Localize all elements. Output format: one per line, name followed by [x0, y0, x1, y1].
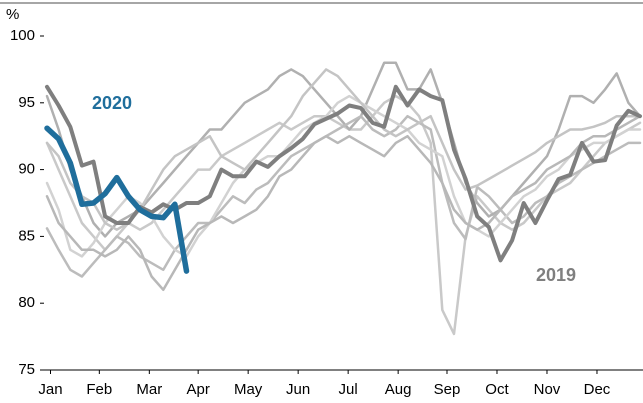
y-axis-label: % — [6, 6, 19, 23]
series-label: 2020 — [92, 93, 132, 113]
series-line — [45, 114, 642, 278]
series-line — [44, 125, 190, 274]
x-tick-label: Feb — [86, 381, 112, 398]
x-tick-label: Apr — [186, 381, 209, 398]
x-tick-label: Jan — [38, 381, 62, 398]
y-tick-label: 85 — [18, 227, 35, 244]
x-tick-label: Dec — [584, 381, 611, 398]
series-line — [45, 68, 642, 231]
series-line — [45, 84, 642, 263]
series-line — [45, 61, 642, 238]
series-line — [45, 94, 642, 258]
x-tick-label: Nov — [534, 381, 561, 398]
y-tick-label: 75 — [18, 361, 35, 378]
x-tick-label: Sep — [434, 381, 461, 398]
x-tick-label: Jun — [286, 381, 310, 398]
x-tick-label: Aug — [385, 381, 412, 398]
series-line — [45, 114, 642, 292]
series-label: 2019 — [536, 265, 576, 285]
x-tick-label: May — [234, 381, 263, 398]
y-tick-label: 95 — [18, 94, 35, 111]
x-tick-label: Mar — [136, 381, 162, 398]
y-tick-label: 90 — [18, 161, 35, 178]
y-tick-label: 100 — [10, 27, 35, 44]
y-tick-label: 80 — [18, 294, 35, 311]
x-tick-label: Jul — [339, 381, 358, 398]
x-tick-label: Oct — [485, 381, 509, 398]
